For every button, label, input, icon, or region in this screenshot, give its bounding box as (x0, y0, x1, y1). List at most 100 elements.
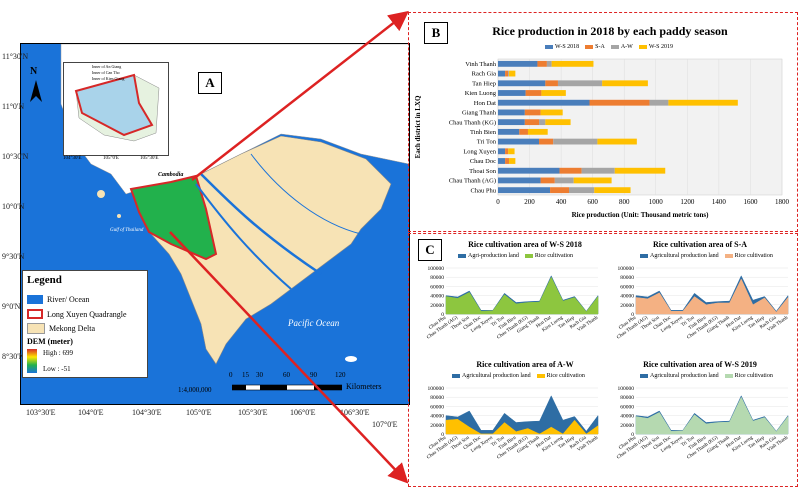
area-series (635, 396, 789, 435)
bar-segment (498, 187, 551, 194)
legend-title: Legend (27, 274, 62, 286)
bar-segment (505, 148, 509, 155)
y-tick-label: 40000 (620, 414, 634, 420)
bar-segment (668, 99, 738, 106)
y-tick-label: 60000 (620, 404, 634, 410)
legend-entry: A-W (610, 44, 633, 50)
bar-segment (545, 119, 571, 126)
bar-segment (498, 148, 506, 155)
lon-label: 105°0'E (186, 408, 212, 417)
plot-area (497, 58, 783, 196)
label-gulf: Gulf of Thailand (110, 228, 144, 233)
legend-entry: Rice cultivation (524, 253, 573, 259)
bar-segment (498, 60, 538, 67)
lon-label: 105°30'E (238, 408, 268, 417)
bar-segment (550, 187, 569, 194)
bar-segment (498, 80, 546, 87)
bar-segment (546, 60, 552, 67)
chart-b-svg: 0 200 400 600 800 1000 1200 1400 1600 1800 Vinh Th… (414, 58, 790, 219)
bar-segment (594, 187, 631, 194)
bar-segment (553, 138, 598, 145)
legend-label: Mekong Delta (49, 324, 95, 333)
y-tick-label: 80000 (430, 395, 444, 401)
y-axis-label: Each district in LXQ (414, 95, 422, 158)
bar-segment (508, 148, 515, 155)
scale-tick: 90 (310, 371, 317, 379)
bar-segment (498, 90, 526, 96)
dem-title: DEM (meter) (27, 337, 73, 346)
area-series (635, 278, 789, 315)
legend-entry: S-A (585, 44, 605, 50)
scale-tick: 15 (242, 371, 249, 379)
dem-low: Low : -51 (43, 365, 71, 373)
y-tick-label: 40000 (430, 414, 444, 420)
inset-lon: 105°0'E (103, 156, 119, 161)
bar-segment (524, 109, 541, 116)
x-tick-label: 1600 (743, 198, 758, 206)
lat-label: 9°0'N (2, 302, 21, 311)
chart-c4-title: Rice cultivation area of W-S 2019 (643, 360, 757, 369)
panel-label-b: B (424, 22, 448, 44)
bar-segment (589, 99, 650, 106)
scale-tick: 0 (229, 371, 233, 379)
bar-segment (551, 60, 594, 67)
bar-segment (524, 119, 540, 126)
legend-entry: Rice cultivation (724, 253, 773, 259)
river-mekong (200, 173, 322, 276)
river-3 (250, 153, 362, 235)
bar-segment (540, 177, 555, 184)
bar-segment (559, 167, 582, 174)
panel-c-box (408, 233, 798, 487)
chart-c2-title: Rice cultivation area of S-A (652, 240, 748, 249)
north-arrow-icon (30, 80, 42, 107)
lat-label: 11°0'N (2, 102, 25, 111)
bar-segment (505, 158, 510, 164)
legend-item-delta: Mekong Delta (27, 323, 95, 334)
bar-segment (539, 138, 554, 145)
legend-entry: W-S 2018 (545, 44, 579, 50)
bar-segment (554, 177, 574, 184)
lon-label: 106°0'E (290, 408, 316, 417)
north-label: N (30, 66, 38, 77)
x-tick-label: 200 (524, 198, 535, 206)
legend-entry: Agri-production land (458, 253, 519, 259)
bar-segment (581, 167, 615, 174)
x-tick-label: 1000 (649, 198, 664, 206)
label-pacific: Pacific Ocean (288, 318, 340, 328)
bar-segment (540, 109, 563, 116)
lon-label: 107°0'E (372, 420, 398, 429)
y-tick-label: 20000 (430, 423, 444, 429)
y-tick-label: 100000 (428, 266, 445, 272)
bar-segment (541, 90, 566, 96)
bar-segment (498, 99, 590, 106)
chart-b-legend: W-S 2018 S-A A-W W-S 2019 (545, 44, 673, 50)
y-tick-label: 20000 (430, 303, 444, 309)
lat-label: 9°30'N (2, 252, 25, 261)
inset-lon: 104°30'E (63, 156, 82, 161)
bar-segment (498, 119, 525, 126)
legend-swatch (27, 323, 45, 334)
chart-c1-legend: Agri-production land Rice cultivation (458, 253, 573, 259)
inset-map (63, 62, 169, 156)
panel-label-a: A (198, 72, 222, 94)
legend-label: River/ Ocean (47, 295, 90, 304)
x-tick-label: 400 (556, 198, 567, 206)
lon-label: 103°30'E (26, 408, 56, 417)
y-tick-label: 20000 (620, 303, 634, 309)
x-tick-label: 800 (619, 198, 630, 206)
y-tick-label: Vinh Thanh (465, 61, 496, 68)
bar-segment (509, 70, 516, 77)
y-tick-label: 40000 (430, 294, 444, 300)
y-tick-label: 100000 (618, 266, 635, 272)
legend-entry: W-S 2019 (638, 44, 673, 50)
y-tick-label: 0 (441, 312, 444, 318)
dem-high: High : 699 (43, 349, 73, 357)
y-tick-label: Rach Gia (472, 71, 496, 78)
lon-label: 104°30'E (132, 408, 162, 417)
bar-segment (498, 177, 541, 184)
bar-segment (537, 60, 547, 67)
bar-segment (525, 90, 542, 96)
lat-label: 10°30'N (2, 152, 29, 161)
x-tick-label: 1800 (775, 198, 790, 206)
